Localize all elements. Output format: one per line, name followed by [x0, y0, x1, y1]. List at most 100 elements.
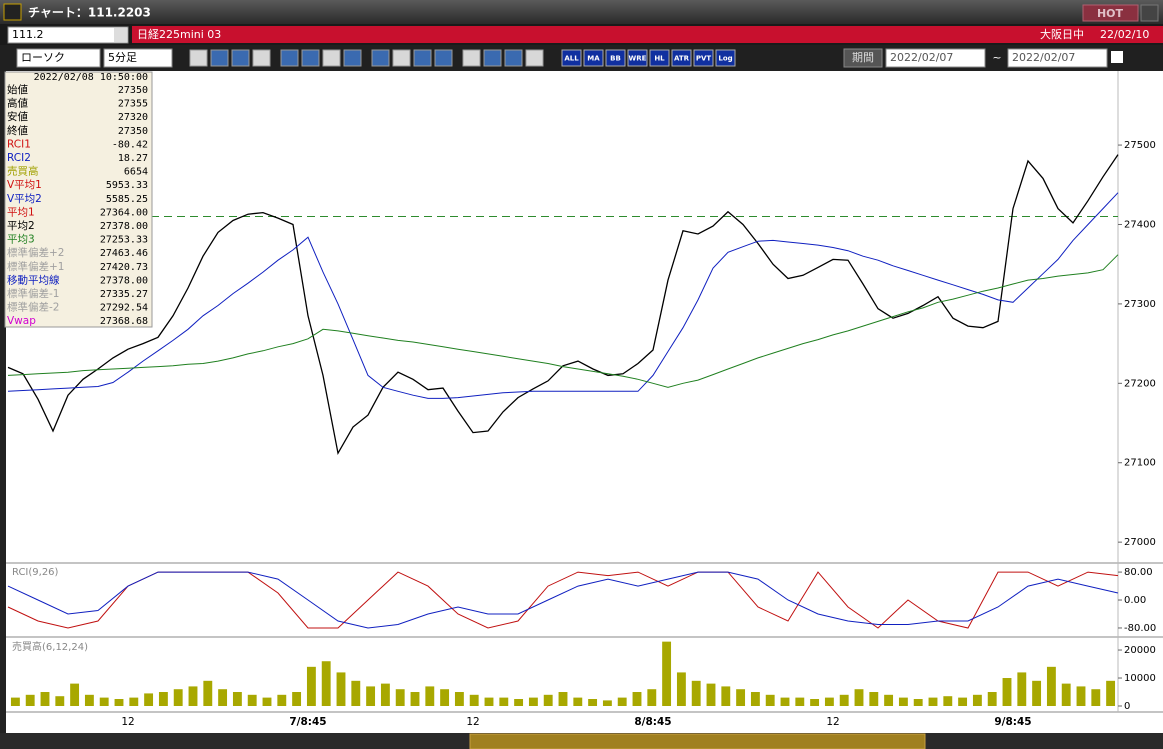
y-tick-label: 27300 — [1124, 299, 1156, 310]
x-tick-label: 9/8:45 — [994, 716, 1031, 728]
tool-button[interactable] — [561, 49, 582, 67]
volume-bar — [588, 699, 598, 706]
date-to[interactable]: 2022/02/07 — [1012, 51, 1075, 64]
tool-icon[interactable] — [483, 49, 502, 67]
volume-bar — [25, 694, 35, 706]
tool-icon[interactable] — [392, 49, 411, 67]
tool-icon[interactable] — [189, 49, 208, 67]
volume-bar — [380, 683, 390, 706]
tool-button-label[interactable]: PVT — [696, 55, 712, 63]
hot-label[interactable]: HOT — [1097, 7, 1124, 20]
info-rows: 始値 27350 高値 27355 安値 27320 終値 27350 RCI1 -80.42 RC… — [7, 83, 148, 327]
period-label[interactable]: 期間 — [852, 51, 874, 64]
info-label: RCI2 — [7, 152, 31, 164]
info-value: 27378.00 — [100, 221, 148, 232]
tool-button-label[interactable]: Log — [718, 55, 732, 63]
volume-bar — [336, 672, 346, 706]
left-frame — [0, 71, 6, 733]
info-label: 標準偏差-2 — [7, 301, 59, 314]
title-bar — [0, 0, 1163, 24]
tool-icon[interactable] — [231, 49, 250, 67]
dropdown-arrow[interactable] — [114, 28, 127, 42]
scroll-thumb[interactable] — [469, 733, 926, 749]
volume-bar — [514, 699, 524, 706]
date-from[interactable]: 2022/02/07 — [890, 51, 953, 64]
info-value: 27350 — [118, 85, 148, 96]
tool-icon[interactable] — [343, 49, 362, 67]
volume-bar — [232, 692, 242, 706]
instrument: 日経225mini 03 — [137, 28, 221, 41]
plot: 27000 27100 27200 27300 27400 27500 12 7/8:45 12… — [7, 140, 1156, 728]
tool-button[interactable] — [605, 49, 626, 67]
volume-bar — [869, 692, 879, 706]
volume-bar — [543, 694, 553, 706]
tool-button[interactable] — [583, 49, 604, 67]
tool-button[interactable] — [671, 49, 692, 67]
volume-bar — [129, 697, 139, 706]
tool-button-label[interactable]: BB — [610, 55, 621, 63]
tool-icon[interactable] — [371, 49, 390, 67]
tool-button-label[interactable]: ALL — [564, 55, 579, 63]
info-value: 27320 — [118, 112, 148, 123]
volume-bar — [691, 680, 701, 706]
volume-bar — [84, 694, 94, 706]
tool-icon[interactable] — [434, 49, 453, 67]
tool-button-label[interactable]: ATR — [674, 55, 690, 63]
hot-button[interactable] — [1082, 4, 1139, 22]
tool-button[interactable] — [715, 49, 736, 67]
tool-icon[interactable] — [504, 49, 523, 67]
volume-bar — [972, 694, 982, 706]
date-from-input[interactable] — [885, 48, 986, 68]
tool-button[interactable] — [649, 49, 670, 67]
tool-button-label[interactable]: MA — [587, 55, 600, 63]
volume-bar — [351, 680, 361, 706]
info-label: 安値 — [7, 110, 28, 123]
symbol[interactable]: 111.2 — [12, 28, 44, 41]
tool-icon[interactable] — [301, 49, 320, 67]
checkbox[interactable] — [1111, 51, 1123, 63]
chart-type-dropdown[interactable] — [16, 48, 101, 68]
series-line — [7, 192, 1119, 399]
x-tick-label: 7/8:45 — [289, 716, 326, 728]
volume-bar — [676, 672, 686, 706]
symbol-dropdown[interactable] — [7, 26, 129, 44]
x-tick-label: 12 — [466, 716, 479, 728]
volume-bar — [306, 666, 316, 706]
tool-button[interactable] — [627, 49, 648, 67]
tool-icon[interactable] — [413, 49, 432, 67]
tool-icon[interactable] — [462, 49, 481, 67]
info-panel — [4, 71, 153, 328]
volume-bar — [602, 700, 612, 706]
info-label: 高値 — [7, 97, 28, 110]
timeframe[interactable]: 5分足 — [108, 51, 137, 64]
chart-type[interactable]: ローソク — [21, 51, 65, 64]
y-tick-label: 20000 — [1124, 645, 1156, 656]
date-to-input[interactable] — [1007, 48, 1108, 68]
info-label: Vwap — [7, 315, 36, 327]
tool-icon[interactable] — [322, 49, 341, 67]
tool-button[interactable] — [693, 49, 714, 67]
info-value: 27368.68 — [100, 316, 148, 327]
info-label: 標準偏差+2 — [7, 246, 64, 259]
instrument-bar — [132, 26, 1163, 43]
chart-area — [0, 71, 1163, 733]
tool-button-label[interactable]: WRE — [629, 55, 647, 63]
tool-button-label[interactable]: HL — [654, 55, 665, 63]
y-tick-label: -80.00 — [1124, 623, 1156, 634]
tool-icon[interactable] — [210, 49, 229, 67]
volume-bar — [55, 696, 65, 706]
volume-bar — [410, 692, 420, 706]
info-value: 5585.25 — [106, 194, 148, 205]
volume-bar — [617, 697, 627, 706]
info-value: 18.27 — [118, 153, 148, 164]
volume-bar — [854, 689, 864, 706]
close-button[interactable] — [1140, 4, 1159, 22]
tool-icon[interactable] — [252, 49, 271, 67]
y-tick-label: 27200 — [1124, 378, 1156, 389]
tool-icon[interactable] — [280, 49, 299, 67]
period-button[interactable] — [843, 48, 883, 68]
volume-bar — [499, 697, 509, 706]
tool-icon[interactable] — [525, 49, 544, 67]
volume-bar — [824, 697, 834, 706]
timeframe-dropdown[interactable] — [103, 48, 173, 68]
